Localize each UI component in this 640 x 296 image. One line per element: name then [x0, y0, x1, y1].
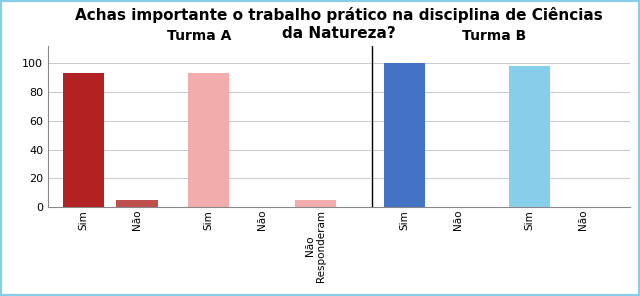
Bar — [294, 200, 336, 207]
Bar — [188, 73, 229, 207]
Bar — [63, 73, 104, 207]
Bar — [509, 66, 550, 207]
Bar — [384, 63, 426, 207]
Text: Turma A: Turma A — [167, 29, 232, 43]
Title: Achas importante o trabalho prático na disciplina de Ciências
da Natureza?: Achas importante o trabalho prático na d… — [76, 7, 603, 41]
Text: Turma B: Turma B — [461, 29, 526, 43]
Bar — [116, 200, 158, 207]
